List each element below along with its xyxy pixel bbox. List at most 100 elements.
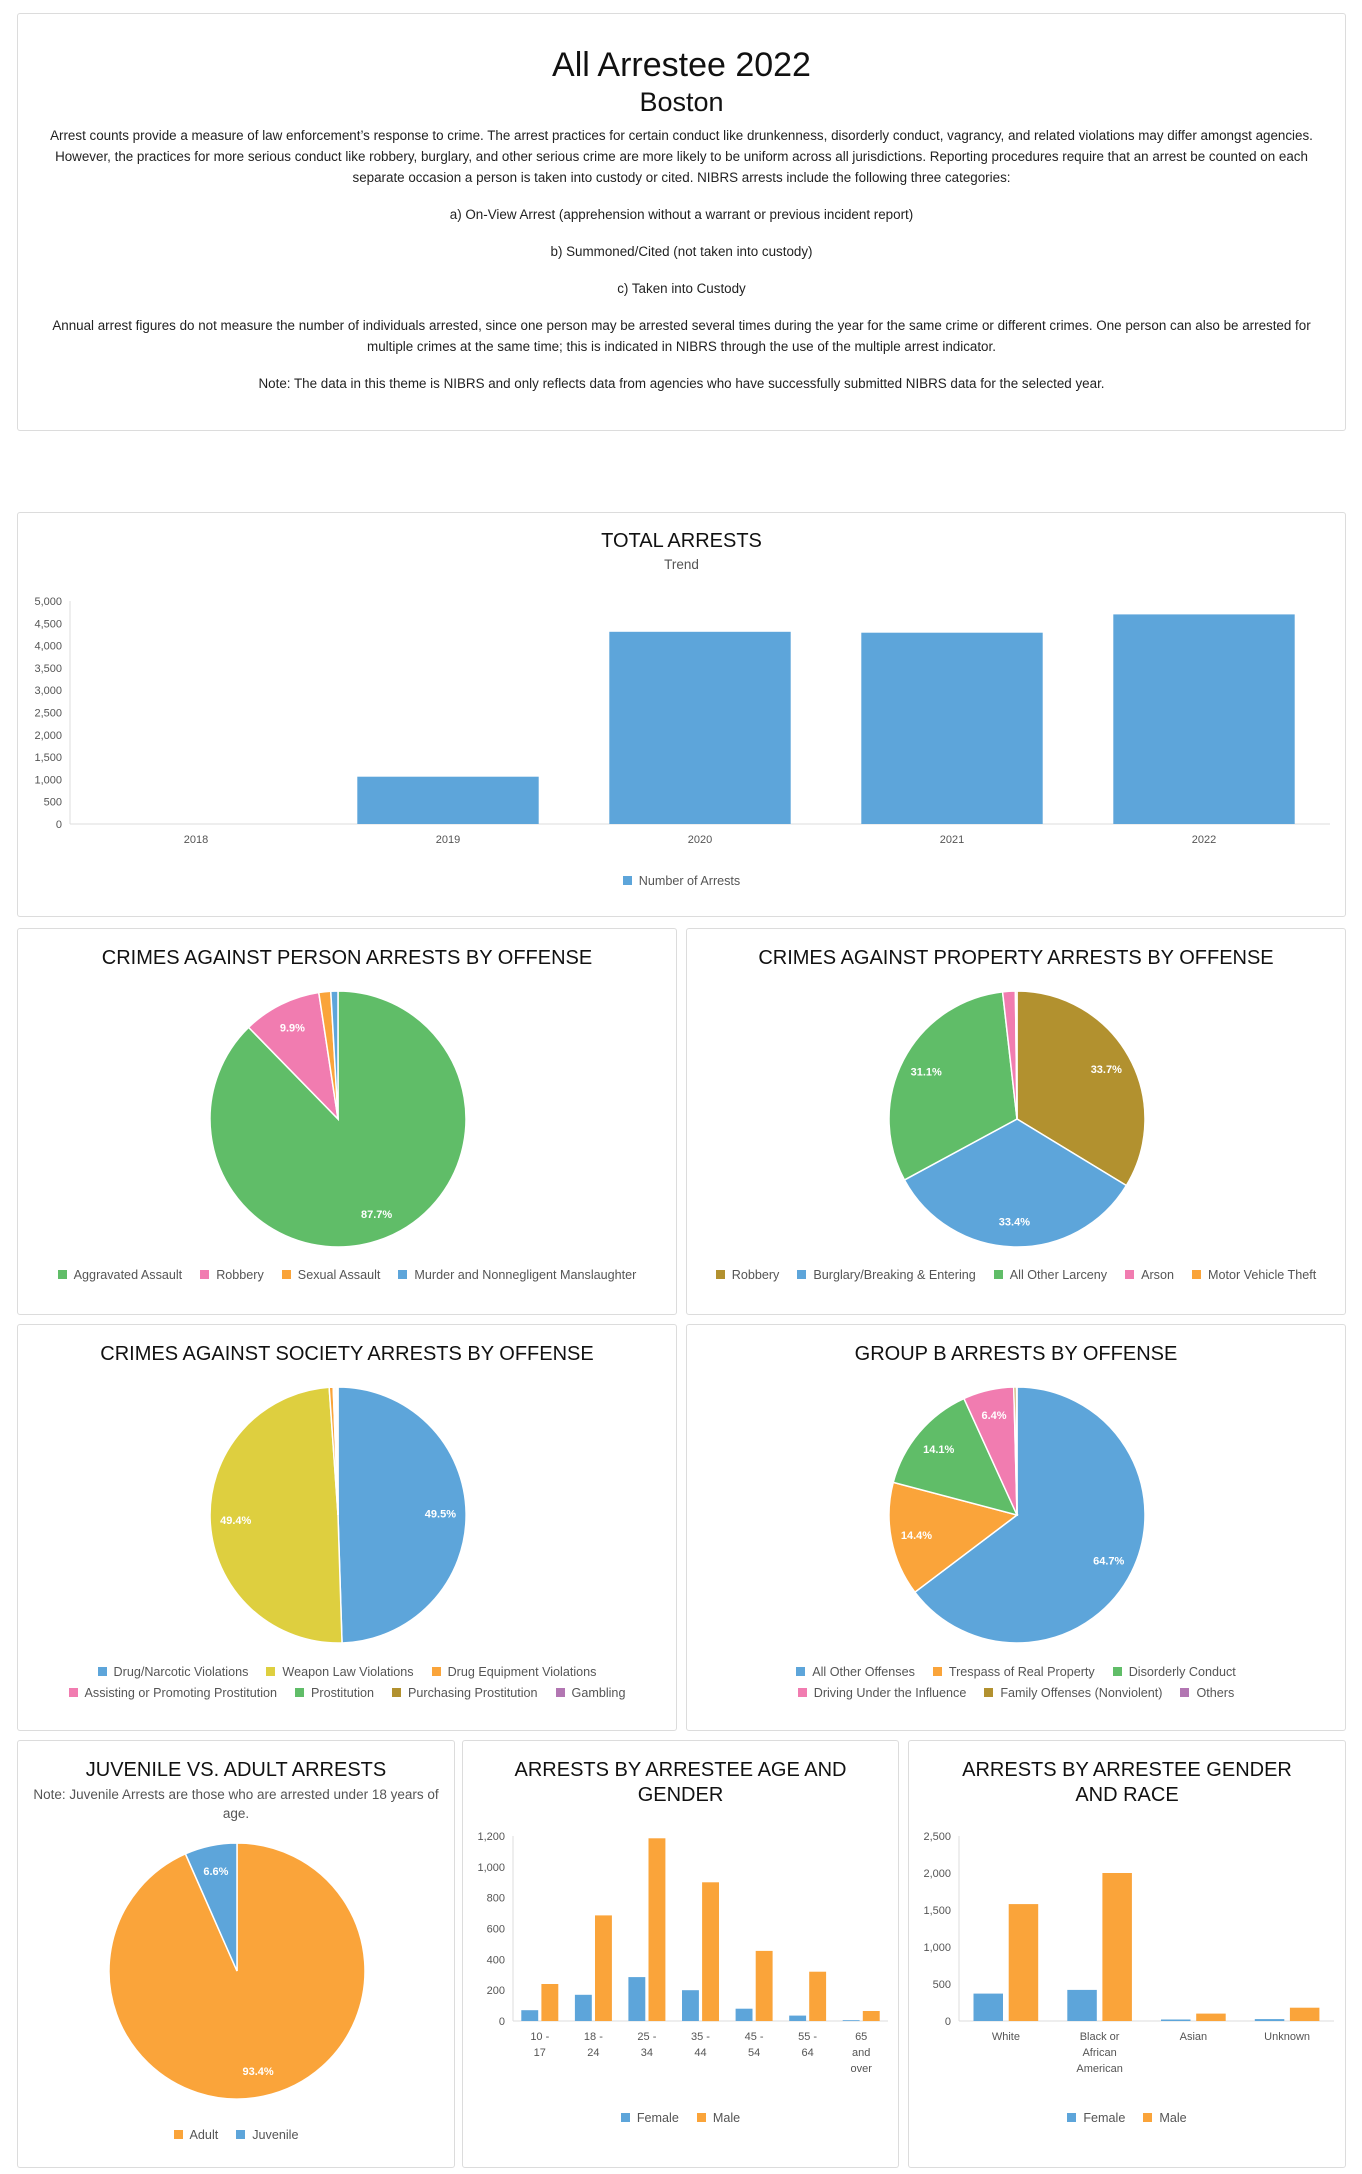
- legend-item-arson[interactable]: Arson: [1125, 1265, 1174, 1286]
- x-tick-label: 55 -: [798, 2031, 817, 2043]
- groupb-arrests-pie: 64.7% 14.4% 14.1% 6.4%: [888, 1386, 1146, 1644]
- legend-label: Motor Vehicle Theft: [1207, 1268, 1317, 1282]
- society-arrests-pie: 49.5% 49.4%: [209, 1386, 467, 1644]
- legend-label: Murder and Nonnegligent Manslaughter: [414, 1268, 637, 1282]
- chart-title: CRIMES AGAINST PERSON ARRESTS BY OFFENSE: [101, 947, 593, 969]
- chart-subtitle: Trend: [664, 557, 699, 572]
- bar-number-of-arrests-2021: [861, 632, 1043, 824]
- legend-swatch: [932, 1667, 942, 1677]
- x-tick-label: 2018: [184, 834, 208, 846]
- chart-title: CRIMES AGAINST SOCIETY ARRESTS BY OFFENS…: [100, 1343, 594, 1365]
- legend-label: Prostitution: [311, 1686, 375, 1700]
- legend-item-family-offenses-nonviolent[interactable]: Family Offenses (Nonviolent): [984, 1683, 1162, 1704]
- legend-item-prostitution[interactable]: Prostitution: [295, 1683, 374, 1704]
- pie-slice-all-other-offenses: [913, 1386, 1146, 1644]
- y-tick-label: 2,500: [34, 708, 62, 720]
- legend-item-number-of-arrests[interactable]: Number of Arrests: [622, 871, 740, 892]
- age-gender-chart: 0 200 400 600 800 1,000 1,200 10 - 17 18 - 24 25 - 3…: [477, 1831, 888, 2075]
- y-tick-label: 2,500: [923, 1831, 951, 1843]
- legend-item-male[interactable]: Male: [1143, 2108, 1187, 2129]
- juvenile-note: Note: Juvenile Arrests are those who are…: [33, 1787, 439, 1821]
- legend-swatch: [984, 1688, 994, 1698]
- juvenile-adult-card: JUVENILE VS. ADULT ARRESTS Note: Juvenil…: [17, 1740, 455, 2168]
- legend-swatch: [1143, 2113, 1153, 2123]
- legend-item-burglary-breaking-entering[interactable]: Burglary/Breaking & Entering: [797, 1265, 976, 1286]
- y-tick-label: 4,500: [34, 618, 62, 630]
- legend-item-gambling[interactable]: Gambling: [555, 1683, 625, 1704]
- legend-label: Others: [1196, 1686, 1235, 1700]
- x-tick-label: 45 -: [745, 2031, 764, 2043]
- legend-item-female[interactable]: Female: [1067, 2108, 1125, 2129]
- legend-label: All Other Offenses: [812, 1665, 915, 1679]
- gender-race-card: ARRESTS BY ARRESTEE GENDER AND RACE 0 500…: [908, 1740, 1346, 2168]
- legend-item-all-other-offenses[interactable]: All Other Offenses: [796, 1662, 915, 1683]
- y-tick-label: 200: [487, 1985, 505, 1997]
- legend-item-adult[interactable]: Adult: [173, 2125, 218, 2146]
- legend-item-disorderly-conduct[interactable]: Disorderly Conduct: [1112, 1662, 1236, 1683]
- legend-item-robbery[interactable]: Robbery: [200, 1265, 264, 1286]
- chart-title: ARRESTS BY ARRESTEE AGE AND GENDER: [514, 1759, 847, 1806]
- chart-title: TOTAL ARRESTS: [601, 530, 762, 552]
- legend-swatch: [1125, 1270, 1135, 1280]
- y-tick-label: 0: [56, 819, 62, 831]
- legend-item-assisting-or-promoting-prostitution[interactable]: Assisting or Promoting Prostitution: [68, 1683, 278, 1704]
- legend-label: Family Offenses (Nonviolent): [1000, 1686, 1163, 1700]
- bar-female-unknown: [1254, 2019, 1285, 2021]
- legend-item-aggravated-assault[interactable]: Aggravated Assault: [57, 1265, 182, 1286]
- legend-label: Trespass of Real Property: [948, 1665, 1095, 1679]
- legend-item-others[interactable]: Others: [1180, 1683, 1234, 1704]
- x-tick-label: 2021: [940, 834, 964, 846]
- legend-item-sexual-assault[interactable]: Sexual Assault: [281, 1265, 380, 1286]
- slice-label: 14.4%: [901, 1530, 932, 1542]
- legend-swatch: [57, 1270, 67, 1280]
- legend-item-drug-narcotic-violations[interactable]: Drug/Narcotic Violations: [97, 1662, 248, 1683]
- pie-slice-motor-vehicle-theft: [1014, 990, 1018, 1120]
- legend-label: Male: [1159, 2111, 1187, 2125]
- bar-female-10-17: [521, 2010, 539, 2021]
- legend-swatch: [97, 1667, 107, 1677]
- x-tick-label: Black or: [1080, 2031, 1120, 2043]
- legend-item-weapon-law-violations[interactable]: Weapon Law Violations: [266, 1662, 414, 1683]
- legend-item-drug-equipment-violations[interactable]: Drug Equipment Violations: [431, 1662, 596, 1683]
- bar-male-asian: [1196, 2013, 1226, 2021]
- x-tick-label: 17: [534, 2047, 546, 2059]
- legend-item-male[interactable]: Male: [696, 2108, 740, 2129]
- legend-item-motor-vehicle-theft[interactable]: Motor Vehicle Theft: [1191, 1265, 1317, 1286]
- legend-item-robbery[interactable]: Robbery: [715, 1265, 779, 1286]
- x-tick-label: 25 -: [637, 2031, 656, 2043]
- intro-description: Arrest counts provide a measure of law e…: [50, 128, 1313, 185]
- category-on-view: a) On-View Arrest (apprehension without …: [449, 207, 914, 222]
- legend-item-trespass-of-real-property[interactable]: Trespass of Real Property: [932, 1662, 1095, 1683]
- bar-female-asian: [1161, 2019, 1191, 2021]
- legend-swatch: [993, 1270, 1003, 1280]
- legend-item-murder-and-nonnegligent-manslaughter[interactable]: Murder and Nonnegligent Manslaughter: [398, 1265, 636, 1286]
- annual-note: Annual arrest figures do not measure the…: [52, 318, 1311, 354]
- bar-male-black-or-african-american: [1102, 1873, 1132, 2021]
- age-gender-card: ARRESTS BY ARRESTEE AGE AND GENDER 0 200 4…: [462, 1740, 899, 2168]
- legend-item-juvenile[interactable]: Juvenile: [236, 2125, 298, 2146]
- legend-swatch: [1112, 1667, 1122, 1677]
- legend-label: Female: [1083, 2111, 1126, 2125]
- pie-slice-robbery: [1016, 990, 1146, 1187]
- legend-item-purchasing-prostitution[interactable]: Purchasing Prostitution: [392, 1683, 538, 1704]
- legend-swatch: [1180, 1688, 1190, 1698]
- bar-male-55-64: [809, 1971, 827, 2021]
- legend-swatch: [696, 2113, 706, 2123]
- x-tick-label: 10 -: [530, 2031, 549, 2043]
- x-tick-label: 18 -: [584, 2031, 603, 2043]
- chart-legend: All Other Offenses Trespass of Real Prope…: [687, 1662, 1345, 1704]
- person-arrests-card: CRIMES AGAINST PERSON ARRESTS BY OFFENSE…: [17, 928, 677, 1315]
- legend-label: Assisting or Promoting Prostitution: [84, 1686, 278, 1700]
- pie-slice-drug-narcotic-violations: [337, 1386, 467, 1644]
- y-tick-label: 0: [499, 2016, 505, 2028]
- legend-label: Juvenile: [252, 2128, 299, 2142]
- bar-male-10-17: [541, 1984, 559, 2021]
- legend-item-all-other-larceny[interactable]: All Other Larceny: [993, 1265, 1107, 1286]
- legend-item-female[interactable]: Female: [620, 2108, 679, 2129]
- slice-label: 64.7%: [1093, 1556, 1124, 1568]
- legend-swatch: [796, 1667, 806, 1677]
- nibrs-note: Note: The data in this theme is NIBRS an…: [258, 376, 1105, 391]
- slice-label: 87.7%: [361, 1209, 392, 1221]
- legend-swatch: [797, 1270, 807, 1280]
- legend-item-driving-under-the-influence[interactable]: Driving Under the Influence: [797, 1683, 966, 1704]
